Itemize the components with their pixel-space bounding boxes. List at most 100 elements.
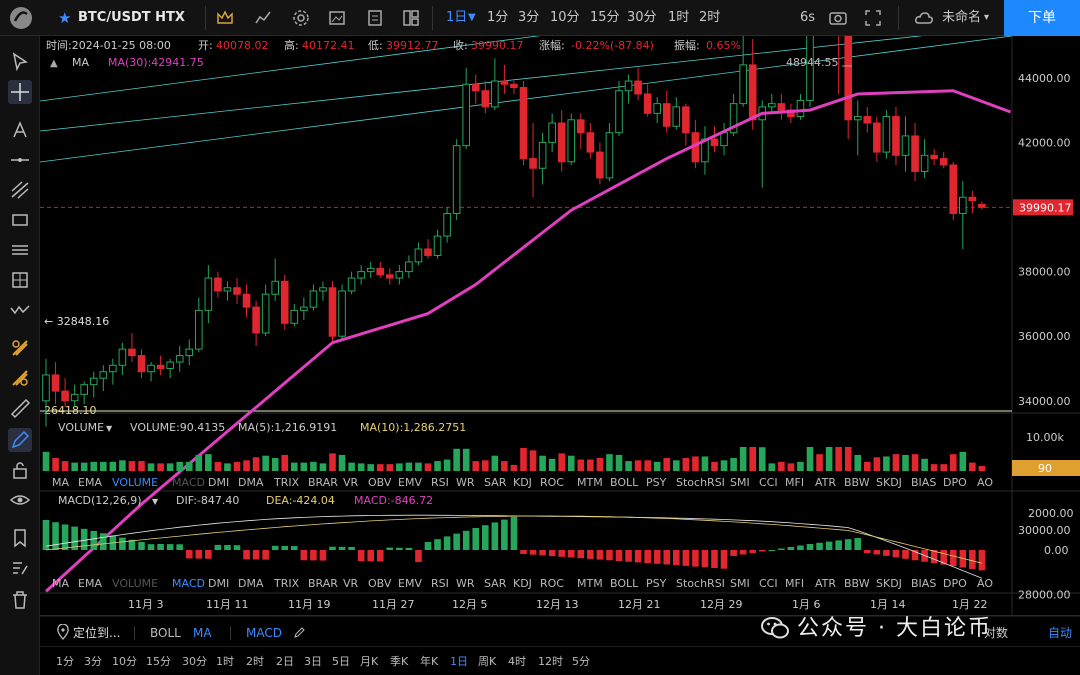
ruler-icon[interactable] bbox=[8, 396, 32, 420]
ma-label[interactable]: MA bbox=[72, 56, 89, 69]
eye-icon[interactable] bbox=[8, 488, 32, 512]
indicator-tab-macd[interactable]: MACD bbox=[172, 476, 205, 489]
indicator-tab-dpo[interactable]: DPO bbox=[943, 476, 967, 489]
indicator-tab-stochrsi[interactable]: StochRSI bbox=[676, 476, 725, 489]
indicator-tab-stochrsi[interactable]: StochRSI bbox=[676, 577, 725, 590]
trash-icon[interactable] bbox=[8, 588, 32, 612]
indicator-tab-volume[interactable]: VOLUME bbox=[112, 577, 158, 590]
cursor-arrow-icon[interactable] bbox=[8, 50, 32, 74]
auto-scale-toggle[interactable]: 自动 bbox=[1048, 626, 1073, 640]
period-option[interactable]: 15分 bbox=[146, 655, 171, 668]
indicator-tab-vr[interactable]: VR bbox=[343, 577, 359, 590]
layout-chevron-down-icon[interactable]: ▾ bbox=[984, 12, 990, 23]
edit-icon[interactable] bbox=[294, 626, 306, 638]
indicator-tab-atr[interactable]: ATR bbox=[815, 476, 836, 489]
bookmark-icon[interactable] bbox=[8, 526, 32, 550]
indicator-tab-volume[interactable]: VOLUME bbox=[112, 476, 158, 489]
indicator-tab-mfi[interactable]: MFI bbox=[785, 476, 804, 489]
volume-pane-name[interactable]: VOLUME bbox=[58, 421, 104, 434]
indicator-tab-skdj[interactable]: SKDJ bbox=[876, 476, 902, 489]
rectangle-tool-icon[interactable] bbox=[8, 208, 32, 232]
indicator-tab-ao[interactable]: AO bbox=[977, 476, 993, 489]
pen-icon[interactable] bbox=[8, 428, 32, 452]
cloud-icon[interactable] bbox=[914, 0, 934, 36]
indicator-tab-rsi[interactable]: RSI bbox=[431, 476, 449, 489]
period-option[interactable]: 周K bbox=[478, 655, 497, 668]
indicator-chart-icon[interactable] bbox=[254, 0, 272, 36]
indicator-tab-emv[interactable]: EMV bbox=[398, 476, 422, 489]
period-option[interactable]: 12时 bbox=[538, 655, 563, 668]
fib-grid-icon[interactable] bbox=[8, 268, 32, 292]
interval-30m[interactable]: 30分 bbox=[627, 10, 657, 25]
footer-boll[interactable]: BOLL bbox=[150, 626, 181, 640]
period-option[interactable]: 10分 bbox=[112, 655, 137, 668]
indicator-tab-mfi[interactable]: MFI bbox=[785, 577, 804, 590]
indicator-tab-emv[interactable]: EMV bbox=[398, 577, 422, 590]
indicator-tab-skdj[interactable]: SKDJ bbox=[876, 577, 902, 590]
refresh-rate[interactable]: 6s bbox=[800, 10, 816, 25]
indicator-tab-boll[interactable]: BOLL bbox=[610, 476, 639, 489]
indicator-tab-sar[interactable]: SAR bbox=[484, 476, 507, 489]
indicator-tab-atr[interactable]: ATR bbox=[815, 577, 836, 590]
text-tool-icon[interactable] bbox=[8, 118, 32, 142]
template-icon[interactable] bbox=[366, 0, 384, 36]
indicator-tab-ma[interactable]: MA bbox=[52, 476, 69, 489]
period-option[interactable]: 3分 bbox=[84, 655, 102, 668]
date-axis[interactable]: 11月 3 11月 11 11月 19 11月 27 12月 5 12月 13 12月 21… bbox=[128, 598, 988, 611]
period-option[interactable]: 3日 bbox=[304, 655, 322, 668]
interval-3m[interactable]: 3分 bbox=[518, 10, 540, 25]
indicator-tab-psy[interactable]: PSY bbox=[646, 476, 667, 489]
indicator-tab-dpo[interactable]: DPO bbox=[943, 577, 967, 590]
image-icon[interactable] bbox=[328, 0, 346, 36]
lock-drawing-icon[interactable] bbox=[8, 366, 32, 390]
camera-icon[interactable] bbox=[828, 0, 848, 36]
indicator-tab-brar[interactable]: BRAR bbox=[308, 577, 338, 590]
indicator-tab-bbw[interactable]: BBW bbox=[844, 476, 870, 489]
period-option[interactable]: 月K bbox=[360, 655, 379, 668]
indicator-tab-macd[interactable]: MACD bbox=[172, 577, 205, 590]
indicator-tab-obv[interactable]: OBV bbox=[368, 476, 392, 489]
period-option[interactable]: 2日 bbox=[276, 655, 294, 668]
period-option[interactable]: 5日 bbox=[332, 655, 350, 668]
indicator-tab-dmi[interactable]: DMI bbox=[208, 577, 229, 590]
symbol-selector[interactable]: BTC/USDT HTX bbox=[78, 10, 185, 25]
indicator-tab-psy[interactable]: PSY bbox=[646, 577, 667, 590]
indicator-tab-kdj[interactable]: KDJ bbox=[513, 577, 532, 590]
indicator-tab-bbw[interactable]: BBW bbox=[844, 577, 870, 590]
indicator-tab-obv[interactable]: OBV bbox=[368, 577, 392, 590]
indicator-tab-wr[interactable]: WR bbox=[456, 577, 475, 590]
period-option[interactable]: 1日 bbox=[450, 655, 468, 668]
indicator-tab-dmi[interactable]: DMI bbox=[208, 476, 229, 489]
period-option[interactable]: 1时 bbox=[216, 655, 234, 668]
indicator-tab-kdj[interactable]: KDJ bbox=[513, 476, 532, 489]
ma-collapse-icon[interactable]: ▲ bbox=[50, 58, 58, 69]
interval-selected[interactable]: 1日 bbox=[446, 10, 468, 25]
indicator-tab-wr[interactable]: WR bbox=[456, 476, 475, 489]
layout-name[interactable]: 未命名 bbox=[942, 10, 982, 25]
location-pin-icon[interactable] bbox=[56, 623, 70, 640]
indicator-tab-rsi[interactable]: RSI bbox=[431, 577, 449, 590]
crown-icon[interactable] bbox=[216, 0, 234, 36]
trend-line-icon[interactable] bbox=[8, 178, 32, 202]
indicator-tab-ao[interactable]: AO bbox=[977, 577, 993, 590]
interval-2h[interactable]: 2时 bbox=[699, 10, 721, 25]
log-scale-toggle[interactable]: 对数 bbox=[984, 626, 1009, 640]
macd-dropdown-icon[interactable]: ▼ bbox=[152, 497, 159, 506]
indicator-tab-mtm[interactable]: MTM bbox=[577, 476, 603, 489]
indicator-tab-boll[interactable]: BOLL bbox=[610, 577, 639, 590]
indicator-tab-ma[interactable]: MA bbox=[52, 577, 69, 590]
indicator-tab-bias[interactable]: BIAS bbox=[911, 476, 936, 489]
magnet-icon[interactable] bbox=[8, 336, 32, 360]
horizontal-line-icon[interactable] bbox=[8, 148, 32, 172]
indicator-tab-brar[interactable]: BRAR bbox=[308, 476, 338, 489]
period-option[interactable]: 2时 bbox=[246, 655, 264, 668]
footer-macd[interactable]: MACD bbox=[246, 626, 282, 640]
indicator-tab-cci[interactable]: CCI bbox=[759, 476, 778, 489]
indicator-tab-dma[interactable]: DMA bbox=[238, 577, 264, 590]
indicator-tab-cci[interactable]: CCI bbox=[759, 577, 778, 590]
indicator-tab-ema[interactable]: EMA bbox=[78, 476, 102, 489]
period-option[interactable]: 季K bbox=[390, 655, 409, 668]
indicator-tab-trix[interactable]: TRIX bbox=[273, 476, 300, 489]
settings-gear-icon[interactable] bbox=[292, 0, 310, 36]
volume-dropdown-icon[interactable]: ▼ bbox=[106, 424, 113, 433]
